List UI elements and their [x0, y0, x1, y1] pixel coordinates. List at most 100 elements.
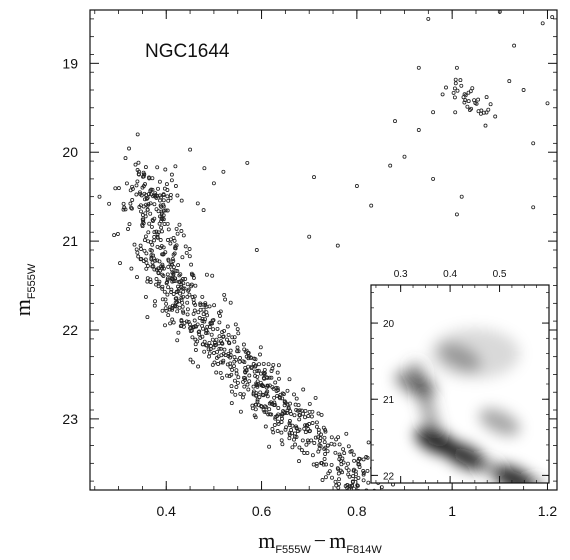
star-point [209, 332, 214, 337]
star-point [306, 440, 311, 445]
star-point [254, 248, 259, 252]
star-point [180, 255, 185, 260]
star-point [200, 319, 205, 323]
star-point [263, 404, 268, 409]
star-point [279, 438, 284, 443]
star-point [379, 495, 382, 498]
star-point [270, 427, 275, 431]
star-point [267, 383, 272, 388]
star-point [175, 309, 180, 314]
star-point [165, 292, 170, 297]
star-point [269, 375, 274, 380]
star-point [463, 98, 468, 103]
star-point [185, 294, 190, 299]
star-point [132, 242, 137, 247]
star-point [416, 65, 421, 70]
star-point [169, 290, 174, 294]
star-point [254, 402, 259, 407]
star-point [247, 379, 252, 384]
star-point [288, 409, 293, 414]
star-point [336, 471, 341, 476]
star-point [148, 188, 153, 193]
star-point [135, 179, 140, 184]
star-point [302, 426, 307, 431]
star-point [167, 305, 172, 310]
star-point [272, 423, 277, 427]
star-point [156, 281, 161, 286]
star-point [173, 268, 178, 273]
star-point [303, 430, 308, 435]
star-point [168, 241, 173, 246]
star-point [353, 477, 358, 482]
star-point [452, 86, 457, 91]
star-point [271, 362, 276, 367]
star-point [185, 307, 190, 312]
star-point [222, 328, 227, 333]
star-point [372, 488, 377, 490]
star-point [365, 468, 370, 473]
star-point [238, 356, 242, 360]
star-point [181, 233, 186, 238]
star-point [201, 208, 206, 213]
star-point [352, 486, 356, 490]
star-point [192, 294, 197, 299]
star-point [113, 186, 118, 191]
star-point [214, 342, 219, 347]
x-tick-label: 1 [448, 503, 456, 519]
star-point [238, 391, 243, 396]
star-point [493, 114, 498, 119]
star-point [282, 410, 287, 415]
star-point [141, 184, 146, 188]
star-point [255, 383, 260, 388]
star-point [379, 485, 384, 490]
star-point [216, 341, 221, 346]
star-point [426, 16, 431, 21]
star-point [215, 326, 220, 331]
star-point [351, 474, 356, 479]
inset-x-tick-label: 0.3 [394, 269, 408, 280]
star-point [361, 478, 366, 483]
star-point [299, 448, 304, 453]
star-point [142, 191, 147, 196]
star-point [364, 488, 369, 490]
star-point [459, 83, 464, 88]
star-point [161, 266, 166, 271]
star-point [159, 195, 163, 200]
star-point [307, 409, 312, 414]
star-point [454, 65, 459, 70]
star-point [292, 437, 296, 442]
star-point [350, 480, 355, 485]
star-point [232, 335, 237, 340]
star-point [297, 417, 302, 422]
star-point [181, 281, 186, 286]
star-point [184, 250, 189, 255]
star-point [115, 232, 120, 236]
star-point [273, 415, 278, 419]
star-point [146, 230, 151, 235]
star-point [171, 236, 176, 240]
star-point [469, 106, 474, 111]
density-inset: 0.3 0.4 0.5 20 21 22 [370, 269, 550, 484]
star-point [455, 88, 460, 93]
star-point [244, 348, 249, 353]
star-point [261, 361, 266, 366]
star-point [217, 320, 222, 325]
star-point [152, 202, 157, 207]
star-point [163, 167, 168, 172]
star-point [127, 222, 132, 227]
star-point [275, 370, 280, 375]
star-point [322, 435, 327, 440]
star-point [271, 430, 276, 435]
star-point [159, 244, 164, 249]
star-point [348, 449, 353, 454]
y-tick-label: 20 [62, 144, 78, 160]
star-point [211, 181, 216, 186]
star-point [156, 186, 160, 191]
star-point [316, 411, 321, 416]
star-point [160, 252, 165, 257]
star-point [200, 316, 205, 321]
star-point [145, 195, 150, 200]
star-point [212, 360, 217, 365]
star-point [463, 93, 468, 98]
star-point [257, 395, 262, 400]
